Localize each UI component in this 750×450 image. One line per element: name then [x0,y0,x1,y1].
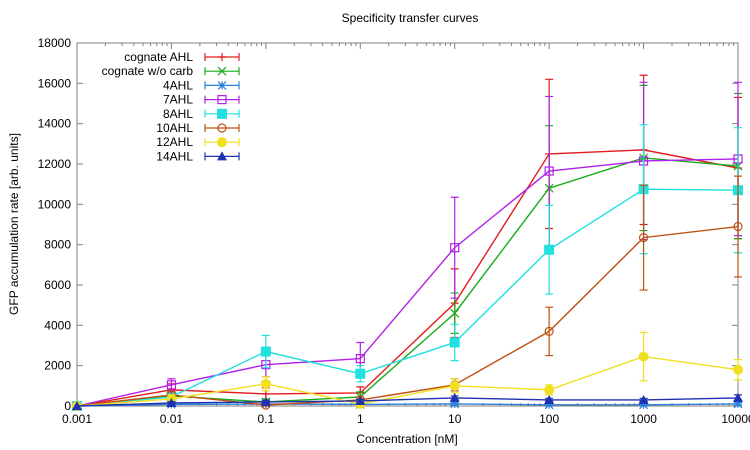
legend-marker [217,137,227,148]
series-line [76,188,739,407]
data-point [544,244,555,255]
data-point [166,397,177,407]
y-tick-label: 0 [64,399,71,413]
y-axis: 0 2000 4000 6000 8000 10000 12000 14000 16000 180… [38,36,738,413]
y-tick-label: 4000 [44,318,71,332]
legend-marker [217,66,227,76]
x-tick-label: 0.001 [62,412,92,426]
data-point [355,354,365,364]
legend-marker [217,151,227,161]
data-point [450,399,460,409]
y-tick-label: 10000 [38,197,72,211]
series-line [76,157,739,407]
data-point [638,351,649,362]
series-7ahl [72,81,743,411]
legend-marker [217,108,227,119]
y-tick-label: 12000 [38,157,72,171]
data-point [260,396,271,406]
x-tick-label: 10 [448,412,462,426]
x-tick-label: 10000 [721,412,750,426]
series-line [76,149,739,407]
data-point [449,380,460,391]
data-point [449,392,460,402]
series-line [76,397,739,407]
data-point [355,395,366,405]
data-point [450,243,460,253]
legend-label: cognate AHL [124,50,193,64]
legend-label: 8AHL [163,107,193,121]
data-point [260,378,271,389]
x-tick-label: 0.1 [258,412,275,426]
legend-swatch [204,124,240,132]
data-point [638,394,649,404]
data-point [733,221,743,232]
legend-marker [217,94,227,105]
y-tick-label: 6000 [44,278,71,292]
data-point [450,308,460,318]
y-axis-label: GFP accumulation rate [arb. units] [7,133,21,315]
data-point [639,400,648,410]
y-tick-label: 2000 [44,359,71,373]
data-point [733,364,743,375]
y-tick-label: 8000 [44,238,71,252]
chart-title: Specificity transfer curves [342,11,479,25]
data-point [449,337,460,348]
legend-label: 12AHL [156,135,193,149]
y-tick-label: 18000 [38,36,72,50]
legend-label: cognate w/o carb [102,64,194,78]
error-bar [734,175,742,278]
data-point [544,166,554,176]
legend-label: 4AHL [163,78,193,92]
series-layer [72,74,743,411]
data-point [544,400,554,410]
data-point [733,392,743,402]
series-line [76,403,739,407]
y-tick-label: 14000 [38,117,72,131]
data-point [733,399,743,409]
data-point [72,401,82,410]
series-14ahl [72,392,743,410]
x-tick-label: 0.01 [160,412,184,426]
data-point [260,346,271,357]
legend-label: 10AHL [156,121,193,135]
x-tick-label: 1000 [630,412,657,426]
series-line [76,225,739,407]
y-tick-label: 16000 [38,76,72,90]
legend-marker [217,123,227,133]
legend-marker [217,80,227,90]
series-line [76,355,739,407]
x-tick-label: 100 [539,412,559,426]
x-axis-label: Concentration [nM] [356,432,457,446]
legend-swatch [204,95,240,104]
data-point [544,326,554,336]
data-point [638,233,649,243]
data-point [166,380,177,390]
data-point [544,384,555,395]
series-line [76,158,739,407]
x-tick-label: 1 [357,412,364,426]
legend-label: 14AHL [156,149,193,163]
series-8ahl [72,124,743,411]
data-point [544,394,555,404]
legend-label: 7AHL [163,93,193,107]
legend-marker [218,53,226,61]
series-10ahl [72,175,743,411]
data-point [355,368,366,379]
